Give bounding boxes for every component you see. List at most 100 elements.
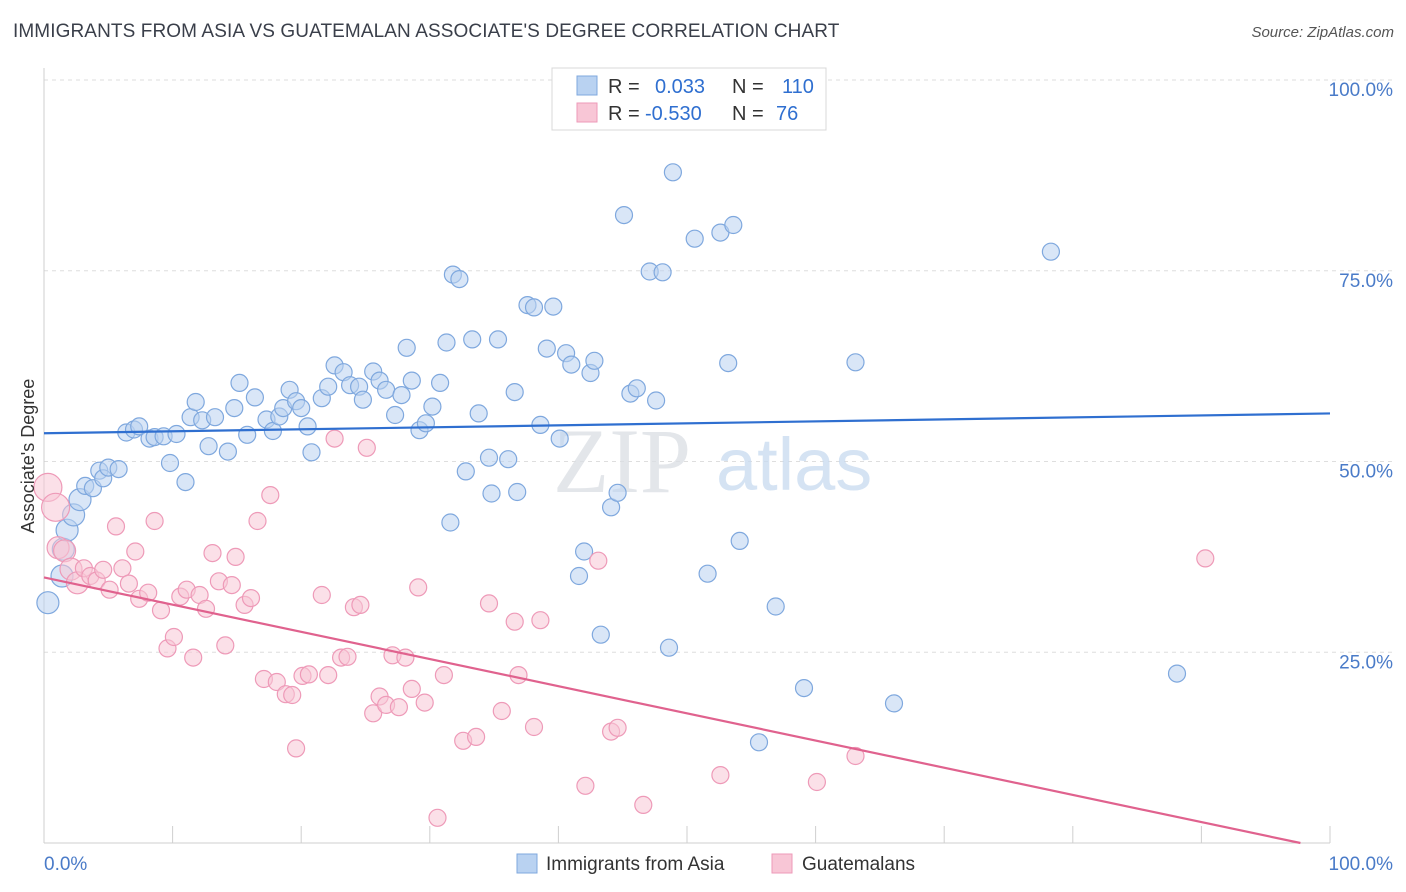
guatemalans-point-41 (299, 665, 318, 684)
asia-point-64 (469, 404, 488, 423)
guatemalans-point-74 (711, 765, 730, 785)
asia-point-57 (431, 373, 450, 392)
asia-point-61 (450, 270, 469, 289)
bottom-legend-swatch-asia (516, 853, 538, 874)
asia-point-65 (479, 448, 499, 467)
guatemalans-point-25 (196, 599, 216, 618)
asia-point-90 (646, 391, 666, 410)
asia-point-98 (724, 215, 743, 235)
guatemalans-point-12 (113, 559, 132, 578)
guatemalans-point-42 (312, 585, 331, 605)
asia-point-93 (663, 163, 683, 182)
asia-point-59 (441, 513, 460, 532)
guatemalans-point-16 (139, 583, 158, 602)
asia-point-24 (199, 437, 218, 456)
guatemalans-point-57 (409, 578, 428, 597)
asia-point-20 (176, 473, 195, 492)
asia-point-82 (585, 351, 604, 370)
guatemalans-point-38 (283, 685, 302, 705)
asia-point-95 (698, 564, 717, 583)
asia-point-91 (653, 263, 672, 282)
asia-point-74 (537, 339, 556, 358)
asia-point-41 (319, 377, 338, 396)
asia-point-25 (205, 408, 225, 427)
guatemalans-point-32 (241, 588, 261, 608)
guatemalans-point-56 (402, 679, 421, 699)
guatemalans-point-36 (267, 672, 286, 692)
trend-line-guatemalans (43, 576, 1301, 845)
asia-point-69 (505, 383, 524, 402)
asia-point-88 (627, 379, 646, 398)
guatemalans-point-14 (126, 542, 145, 561)
guatemalans-point-13 (119, 574, 138, 593)
x-tick-label-1: 100.0% (1329, 854, 1394, 875)
asia-point-49 (377, 380, 396, 399)
axes (43, 68, 1331, 844)
guatemalans-point-43 (319, 665, 338, 685)
guatemalans-point-48 (351, 595, 370, 615)
legend-box (551, 67, 827, 131)
guatemalans-point-35 (261, 486, 280, 505)
asia-point-66 (482, 484, 501, 503)
asia-point-99 (730, 531, 749, 551)
guatemalans-point-69 (576, 776, 595, 795)
guatemalans-point-50 (364, 704, 383, 723)
asia-point-11 (109, 460, 128, 479)
chart-title: IMMIGRANTS FROM ASIA VS GUATEMALAN ASSOC… (13, 21, 840, 42)
trend-line-asia (43, 412, 1331, 435)
guatemalans-point-77 (1196, 549, 1215, 568)
guatemalans-point-49 (357, 438, 376, 457)
asia-point-67 (488, 330, 508, 349)
asia-point-101 (766, 597, 785, 616)
guatemalans-point-44 (325, 429, 344, 448)
asia-point-29 (238, 425, 257, 444)
asia-point-92 (659, 638, 679, 657)
bottom-legend-label-guatemalans: Guatemalans (802, 854, 915, 875)
asia-point-56 (423, 397, 442, 416)
bottom-legend-label-asia: Immigrants from Asia (546, 854, 725, 875)
asia-point-37 (292, 399, 311, 418)
y-tick-label-3: 100.0% (1329, 80, 1394, 101)
gridlines (44, 79, 1392, 653)
guatemalans-point-1 (40, 492, 71, 522)
legend-n-label-1: N = (732, 76, 764, 98)
asia-point-102 (794, 678, 814, 698)
guatemalans-point-23 (184, 648, 203, 667)
guatemalans-point-76 (846, 746, 865, 766)
guatemalans-point-30 (226, 547, 245, 567)
asia-point-0 (36, 591, 60, 615)
bottom-legend: Immigrants from Asia Guatemalans (516, 853, 915, 875)
asia-point-26 (218, 442, 237, 461)
asia-point-70 (508, 482, 527, 502)
tick-labels: 25.0% 50.0% 75.0% 100.0% 0.0% 100.0% (44, 80, 1393, 875)
asia-point-28 (230, 373, 249, 392)
guatemalans-point-60 (434, 665, 453, 685)
asia-point-85 (608, 483, 627, 502)
source-credit: Source: ZipAtlas.com (1251, 24, 1394, 41)
guatemalans-point-66 (509, 665, 528, 685)
asia-point-79 (569, 566, 589, 586)
asia-point-27 (225, 399, 244, 418)
legend-swatch-asia (576, 75, 598, 96)
asia-point-80 (574, 542, 594, 561)
asia-point-19 (167, 424, 186, 444)
guatemalans-point-11 (106, 517, 126, 536)
legend-r-label-1: R = (608, 76, 640, 98)
asia-point-68 (499, 450, 518, 469)
guatemalans-point-33 (248, 511, 267, 531)
guatemalans-point-20 (164, 627, 183, 647)
asia-point-63 (463, 330, 482, 349)
asia-point-94 (685, 229, 704, 248)
asia-point-75 (544, 297, 563, 316)
guatemalans-point-58 (415, 693, 434, 712)
guatemalans-point-39 (287, 739, 306, 758)
y-axis-label: Associate's Degree (18, 379, 38, 534)
guatemalans-point-70 (589, 551, 608, 570)
legend-n-value-1: 110 (782, 76, 814, 98)
guatemalans-point-29 (222, 575, 241, 595)
guatemalans-point-54 (389, 698, 408, 717)
legend-r-value-1: 0.033 (655, 76, 705, 98)
asia-point-86 (614, 206, 634, 225)
asia-point-62 (456, 462, 475, 481)
guatemalans-point-46 (338, 647, 357, 666)
